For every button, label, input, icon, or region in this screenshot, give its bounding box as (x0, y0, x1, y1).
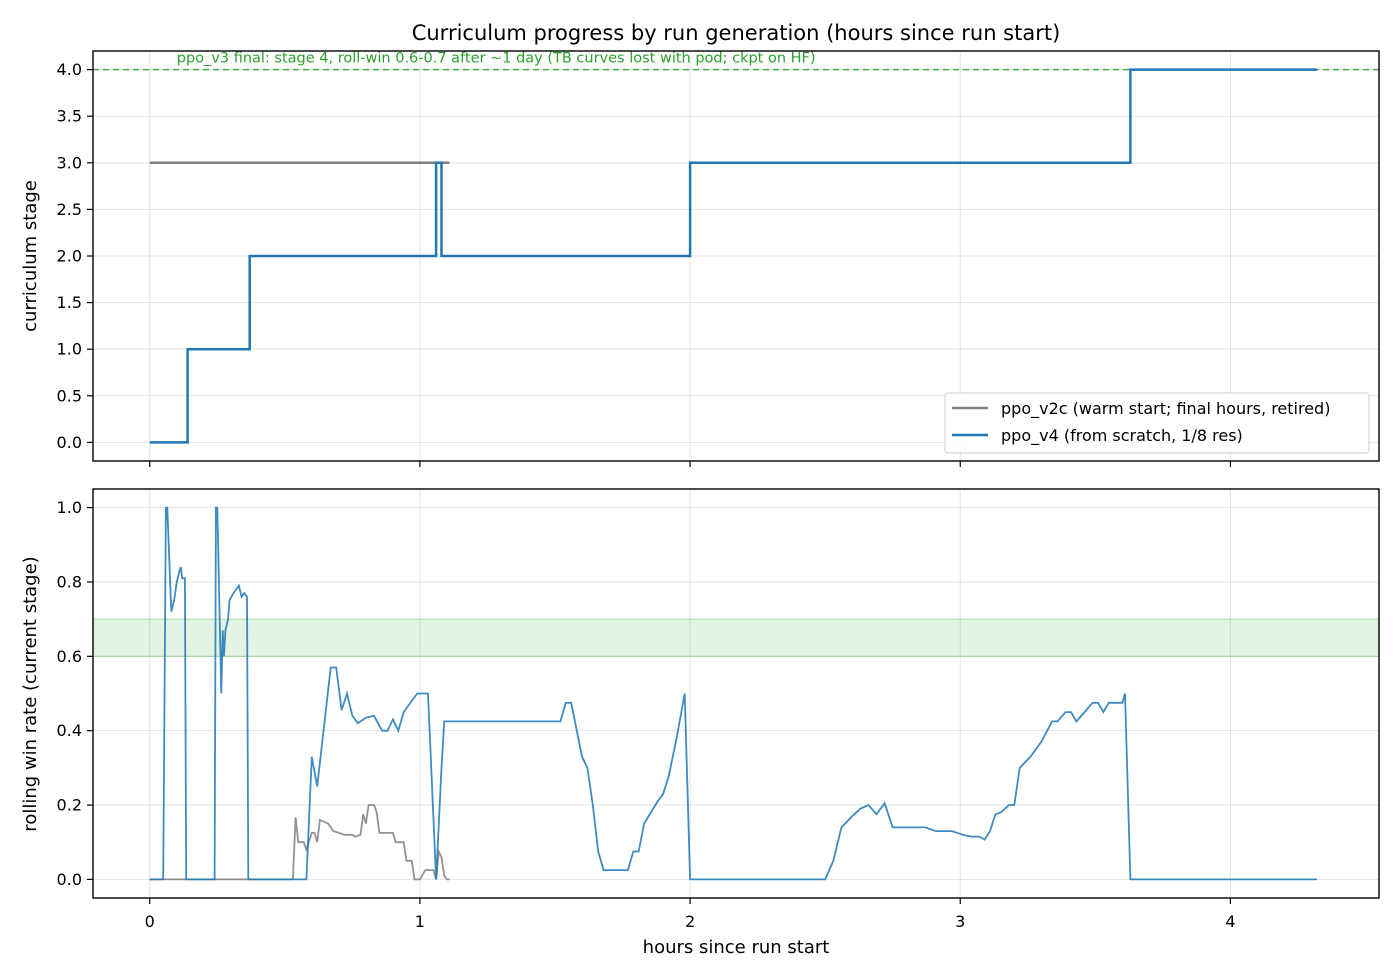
ppo-v3-annotation: ppo_v3 final: stage 4, roll-win 0.6-0.7 … (177, 51, 816, 67)
legend-label-ppo-v4: ppo_v4 (from scratch, 1/8 res) (1001, 426, 1243, 446)
bottom-x-tick-label: 1 (415, 912, 425, 931)
bottom-y-tick-label: 0.0 (57, 870, 82, 889)
top-y-tick-label: 1.0 (57, 340, 82, 359)
bottom-y-tick-label: 0.6 (57, 647, 82, 666)
bottom-series-ppo-v2c (149, 804, 450, 881)
target-win-band (92, 618, 1380, 657)
bottom-y-tick-label: 1.0 (57, 498, 82, 517)
top-y-tick-label: 2.5 (57, 200, 82, 219)
bottom-y-axis-label: rolling win rate (current stage) (20, 556, 41, 831)
bottom-panel-winrate: 0.0 0.2 0.4 0.6 0.8 1.0 0 1 2 3 4 (57, 488, 1380, 931)
bottom-x-tick-label: 0 (145, 912, 155, 931)
top-y-tick-label: 2.0 (57, 247, 82, 266)
top-y-tick-label: 4.0 (57, 60, 82, 79)
bottom-x-tick-label: 4 (1225, 912, 1235, 931)
legend: ppo_v2c (warm start; final hours, retire… (944, 392, 1370, 454)
legend-box (944, 392, 1370, 454)
top-y-tick-label: 0.5 (57, 386, 82, 405)
chart-title: Curriculum progress by run generation (h… (412, 21, 1061, 45)
bottom-x-tick-label: 3 (955, 912, 965, 931)
bottom-x-tick-label: 2 (685, 912, 695, 931)
top-y-tick-label: 3.0 (57, 153, 82, 172)
top-panel-stage: ppo_v3 final: stage 4, roll-win 0.6-0.7 … (57, 50, 1380, 467)
top-y-tick-label: 1.5 (57, 293, 82, 312)
top-y-tick-label: 3.5 (57, 107, 82, 126)
top-y-tick-label: 0.0 (57, 433, 82, 452)
bottom-y-tick-label: 0.4 (57, 721, 82, 740)
bottom-plot-frame (92, 488, 1380, 899)
top-y-axis-label: curriculum stage (20, 180, 41, 332)
legend-label-ppo-v2c: ppo_v2c (warm start; final hours, retire… (1001, 399, 1330, 419)
bottom-y-tick-label: 0.2 (57, 796, 82, 815)
bottom-y-tick-label: 0.8 (57, 572, 82, 591)
top-series-ppo-v4 (149, 68, 1317, 444)
x-axis-label: hours since run start (643, 937, 830, 958)
bottom-series-ppo-v4 (149, 506, 1317, 881)
